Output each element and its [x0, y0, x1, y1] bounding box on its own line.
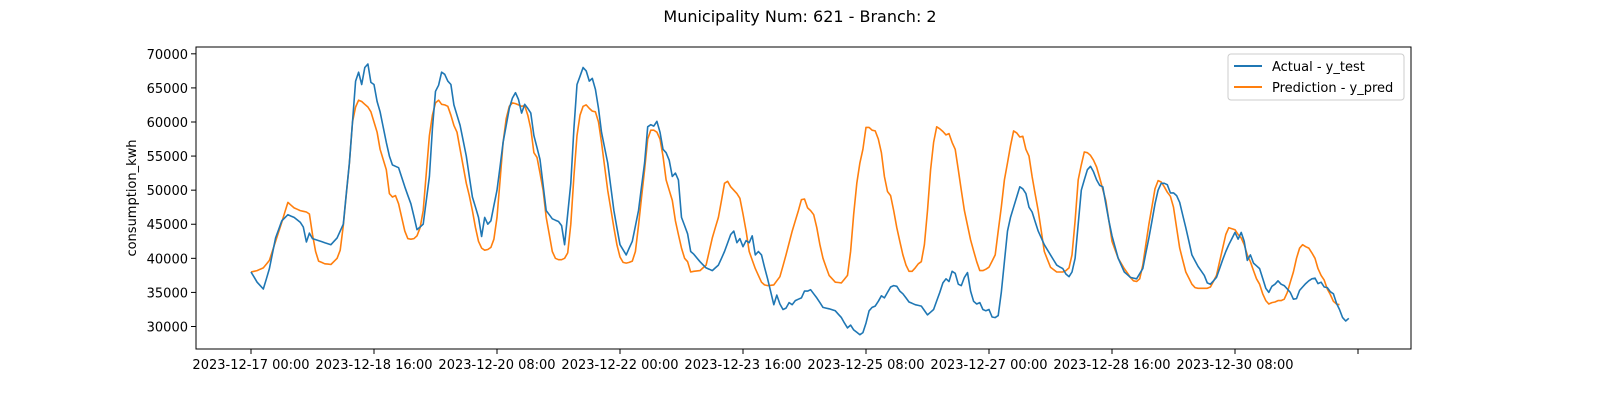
x-tick-label: 2023-12-27 00:00 — [930, 358, 1047, 373]
x-tick-label: 2023-12-20 08:00 — [438, 358, 555, 373]
x-axis: 2023-12-17 00:00 2023-12-18 16:00 2023-12-… — [192, 349, 1359, 373]
series-layer — [250, 63, 1350, 336]
y-tick-label: 35000 — [147, 286, 188, 301]
legend-box — [1227, 53, 1405, 101]
y-tick-label: 55000 — [147, 150, 188, 165]
y-tick-label: 45000 — [147, 218, 188, 233]
y-tick-label: 30000 — [147, 321, 188, 336]
series-line-prediction — [250, 99, 1340, 306]
y-tick-label: 50000 — [147, 184, 188, 199]
y-axis-label: consumption_kwh — [125, 139, 140, 256]
plot-frame — [195, 46, 1412, 350]
y-tick-label: 70000 — [147, 48, 188, 63]
chart-title: Municipality Num: 621 - Branch: 2 — [663, 7, 936, 26]
legend-label-actual: Actual - y_test — [1272, 60, 1365, 75]
legend: Actual - y_test Prediction - y_pred — [1227, 53, 1405, 101]
y-tick-label: 40000 — [147, 252, 188, 267]
x-tick-label: 2023-12-30 08:00 — [1176, 358, 1293, 373]
x-tick-label: 2023-12-25 08:00 — [807, 358, 924, 373]
plot-area — [195, 46, 1412, 350]
y-tick-label: 65000 — [147, 82, 188, 97]
x-tick-label: 2023-12-28 16:00 — [1053, 358, 1170, 373]
x-tick-label: 2023-12-18 16:00 — [315, 358, 432, 373]
y-tick-label: 60000 — [147, 116, 188, 131]
x-tick-label: 2023-12-22 00:00 — [561, 358, 678, 373]
series-line-actual — [250, 63, 1350, 336]
x-tick-label: 2023-12-17 00:00 — [192, 358, 309, 373]
x-tick-label: 2023-12-23 16:00 — [684, 358, 801, 373]
legend-label-prediction: Prediction - y_pred — [1272, 81, 1393, 96]
y-axis: 30000 35000 40000 45000 50000 55000 60000 65000… — [147, 48, 196, 336]
